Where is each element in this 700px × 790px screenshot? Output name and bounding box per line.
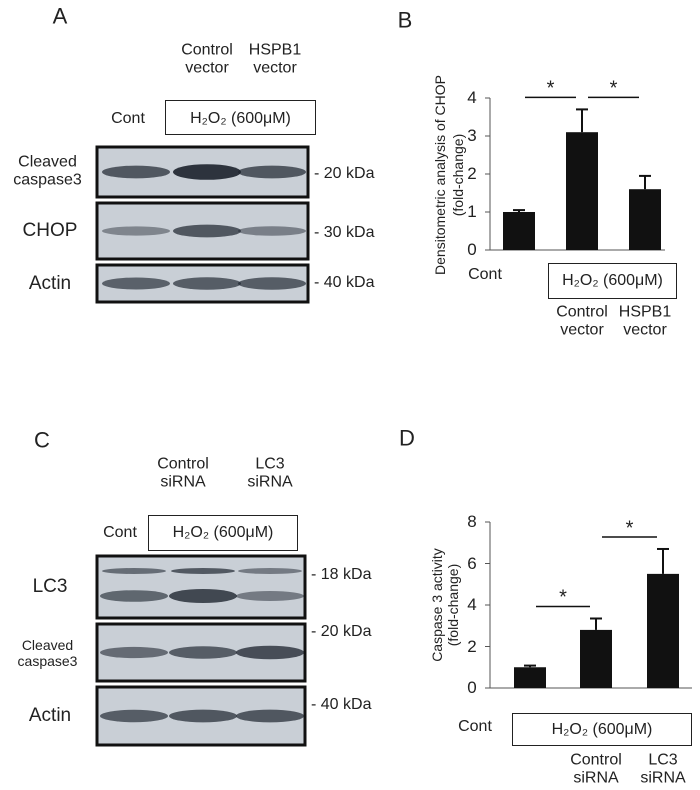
- treatment-box: [548, 263, 677, 299]
- lane-label: Control siRNA: [157, 455, 209, 491]
- blot-band: [102, 165, 170, 179]
- x-tick-label: Cont: [468, 265, 502, 283]
- blot-band: [100, 709, 168, 723]
- blot-band: [238, 226, 306, 236]
- blot-band: [171, 568, 235, 574]
- y-tick-label: 4: [467, 595, 477, 615]
- treatment-box: [512, 713, 692, 746]
- x-tick-label: LC3 siRNA: [640, 751, 686, 787]
- panel-letter: B: [397, 7, 413, 33]
- y-tick-label: 2: [467, 636, 477, 656]
- size-label: - 20 kDa: [314, 164, 375, 182]
- y-axis-label: (fold-change): [444, 563, 461, 647]
- blot-band: [236, 645, 304, 660]
- lane-label: LC3 siRNA: [247, 455, 293, 491]
- y-axis-label: Caspase 3 activity: [428, 548, 445, 662]
- size-label: - 20 kDa: [311, 622, 372, 640]
- blot-band: [238, 165, 306, 179]
- bar: [514, 667, 546, 688]
- size-label: - 18 kDa: [311, 565, 372, 583]
- y-tick-label: 3: [467, 126, 477, 146]
- row-label: Cleaved caspase3: [17, 636, 78, 669]
- blot-band: [238, 277, 306, 290]
- bar: [647, 573, 679, 688]
- size-label: - 30 kDa: [314, 223, 375, 241]
- blot-band: [169, 646, 237, 659]
- error-bar: [513, 209, 525, 212]
- y-tick-label: 0: [467, 240, 477, 260]
- error-bar: [657, 547, 669, 574]
- row-label: Cleaved caspase3: [13, 153, 82, 189]
- blot-panel: [95, 554, 307, 620]
- lane-label: HSPB1 vector: [248, 41, 302, 77]
- blot-band: [169, 589, 237, 603]
- x-tick-label: Control siRNA: [570, 751, 622, 787]
- row-label: Actin: [28, 272, 72, 294]
- size-label: - 40 kDa: [314, 273, 375, 291]
- treatment-label: H₂O₂ (600μM): [551, 720, 653, 738]
- y-axis-label: (fold-change): [449, 133, 466, 217]
- row-label: CHOP: [22, 220, 78, 242]
- y-tick-label: 6: [467, 553, 477, 573]
- bar: [566, 132, 598, 250]
- blot-band: [238, 568, 302, 574]
- lane-label: Cont: [103, 523, 137, 541]
- x-tick-label: Cont: [458, 717, 492, 735]
- treatment-label: H₂O₂ (600μM): [190, 109, 291, 127]
- y-tick-label: 0: [467, 678, 477, 698]
- significance-mark: *: [609, 77, 618, 100]
- blot-band: [236, 709, 304, 723]
- x-tick-label: HSPB1 vector: [618, 303, 672, 339]
- significance-mark: *: [625, 517, 634, 540]
- y-tick-label: 4: [467, 88, 477, 108]
- blot-band: [100, 646, 168, 659]
- y-tick-label: 8: [467, 512, 477, 532]
- panel-letter: D: [399, 425, 415, 451]
- bar: [503, 212, 535, 250]
- treatment-label: H₂O₂ (600μM): [172, 523, 274, 541]
- size-label: - 40 kDa: [311, 695, 372, 713]
- treatment-label: H₂O₂ (600μM): [562, 271, 663, 289]
- row-label: Actin: [28, 705, 72, 727]
- significance-mark: *: [559, 586, 567, 609]
- blot-band: [236, 591, 304, 601]
- blot-band: [102, 568, 166, 574]
- blot-band: [173, 277, 241, 290]
- blot-band: [169, 709, 237, 723]
- blot-band: [102, 277, 170, 290]
- panel-letter: A: [52, 3, 68, 29]
- y-tick-label: 2: [467, 164, 477, 184]
- error-bar: [590, 617, 602, 630]
- row-label: LC3: [32, 576, 68, 598]
- error-bar: [639, 174, 651, 190]
- error-bar: [524, 664, 536, 668]
- blot-band: [102, 226, 170, 236]
- bar: [580, 629, 612, 688]
- significance-mark: *: [546, 77, 555, 100]
- blot-band: [173, 224, 241, 238]
- blot-band: [100, 590, 168, 602]
- lane-label: Control vector: [181, 41, 233, 77]
- x-tick-label: Control vector: [556, 303, 608, 339]
- blot-band: [173, 164, 241, 180]
- bar: [629, 189, 661, 250]
- treatment-box: [148, 515, 298, 551]
- error-bar: [576, 108, 588, 133]
- y-axis-label: Densitometric analysis of CHOP: [431, 75, 448, 275]
- panel-letter: C: [34, 427, 50, 453]
- y-tick-label: 1: [467, 202, 477, 222]
- lane-label: Cont: [111, 109, 145, 127]
- treatment-box: [165, 100, 316, 135]
